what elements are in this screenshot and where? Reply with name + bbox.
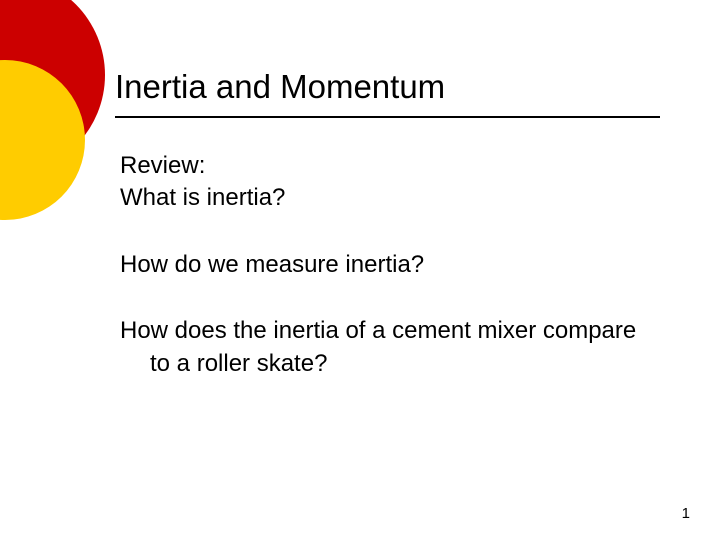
slide-title: Inertia and Momentum xyxy=(115,68,655,106)
body-line: What is inertia? xyxy=(120,182,660,214)
spacer xyxy=(120,215,660,249)
body-line: How do we measure inertia? xyxy=(120,249,660,281)
page-number: 1 xyxy=(682,505,690,522)
spacer xyxy=(120,281,660,315)
slide: Inertia and Momentum Review: What is ine… xyxy=(0,0,720,540)
body-text: Review: What is inertia? How do we measu… xyxy=(120,150,660,380)
body-line: How does the inertia of a cement mixer c… xyxy=(120,315,660,380)
title-underline xyxy=(115,116,660,118)
body-line: Review: xyxy=(120,150,660,182)
title-block: Inertia and Momentum xyxy=(115,68,655,118)
